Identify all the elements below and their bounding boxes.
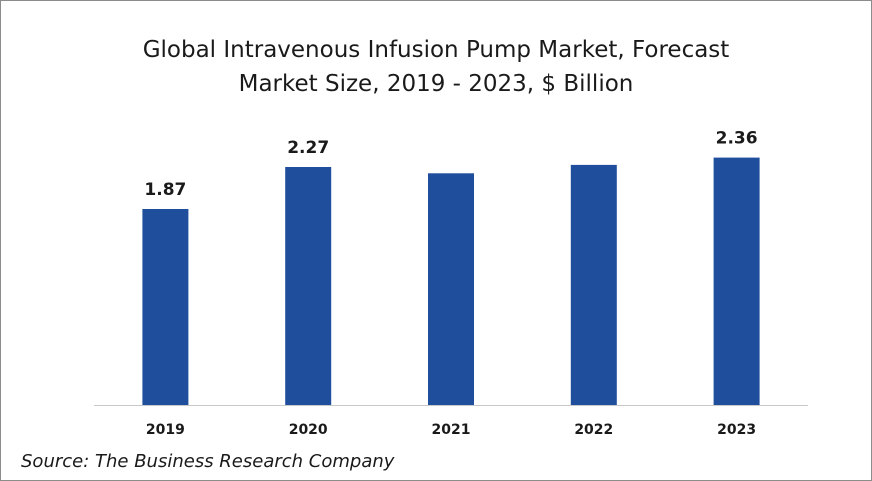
- bar-2022: [570, 164, 617, 405]
- bar-2023: [713, 157, 760, 405]
- x-tick-label-2023: 2023: [717, 422, 756, 438]
- chart-subtitle: Market Size, 2019 - 2023, $ Billion: [238, 71, 634, 97]
- source-note: Source: The Business Research Company: [21, 451, 395, 472]
- bar-2020: [285, 167, 332, 405]
- x-tick-label-2019: 2019: [146, 422, 185, 438]
- x-tick-label-2020: 2020: [289, 422, 328, 438]
- bar-2019: [142, 209, 189, 405]
- chart-title-block: Global Intravenous Infusion Pump Market,…: [1, 33, 871, 101]
- chart-title: Global Intravenous Infusion Pump Market,…: [142, 37, 730, 63]
- x-tick-label-2021: 2021: [432, 422, 471, 438]
- data-label-2019: 1.87: [144, 180, 186, 200]
- x-tick-label-2022: 2022: [574, 422, 613, 438]
- data-label-2020: 2.27: [287, 138, 329, 158]
- data-label-2023: 2.36: [716, 129, 758, 149]
- bar-2021: [428, 173, 474, 405]
